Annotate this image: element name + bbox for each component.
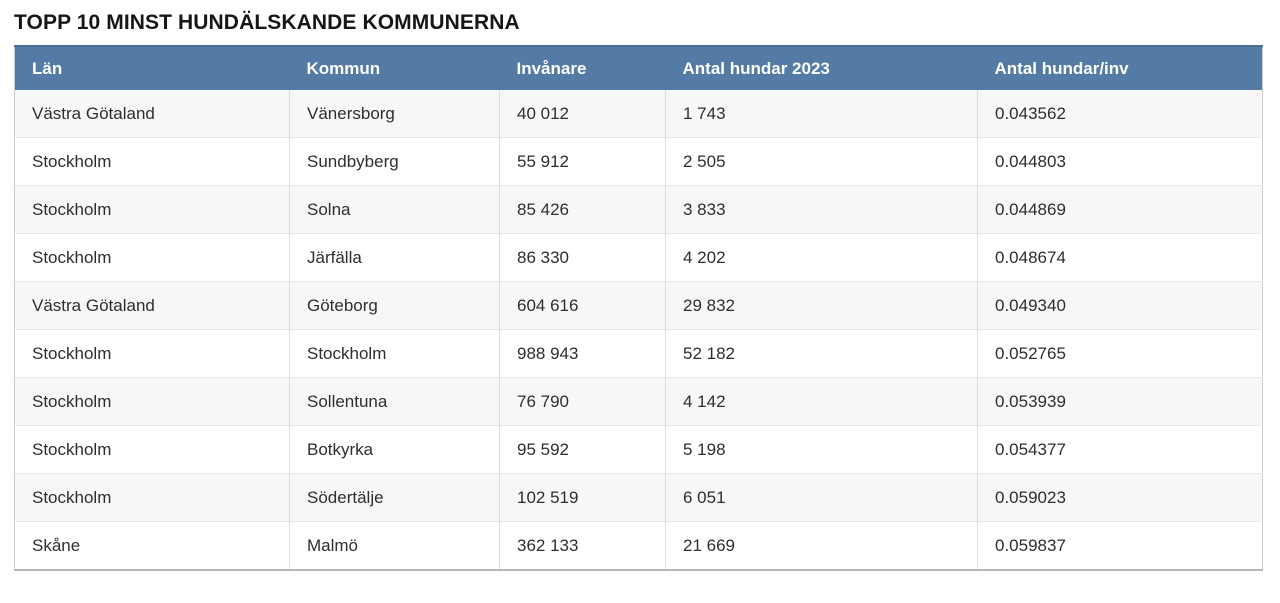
table-cell: 29 832 [665, 281, 978, 330]
table-cell: 2 505 [665, 137, 978, 186]
table-cell: 0.054377 [977, 425, 1263, 474]
table-cell: 52 182 [665, 329, 978, 378]
table-cell: 362 133 [499, 521, 666, 570]
table-cell: Sundbyberg [289, 137, 500, 186]
table-cell: 988 943 [499, 329, 666, 378]
table-cell: 5 198 [665, 425, 978, 474]
table-row: Skåne Malmö 362 133 21 669 0.059837 [14, 521, 1263, 570]
page: TOPP 10 MINST HUNDÄLSKANDE KOMMUNERNA Lä… [14, 11, 1263, 571]
table-cell: 0.049340 [977, 281, 1263, 330]
column-header-antal-hundar-inv: Antal hundar/inv [977, 45, 1263, 90]
table-cell: Solna [289, 185, 500, 234]
table-cell: 102 519 [499, 473, 666, 522]
table-body: Västra Götaland Vänersborg 40 012 1 743 0.04… [14, 90, 1263, 570]
table-row: Stockholm Järfälla 86 330 4 202 0.048674 [14, 233, 1263, 282]
table-row: Västra Götaland Göteborg 604 616 29 832 0.04… [14, 281, 1263, 330]
table-header: Län Kommun Invånare Antal hundar 2023 An… [14, 45, 1263, 90]
table-cell: 1 743 [665, 90, 978, 138]
table-cell: 0.059837 [977, 521, 1263, 570]
table-cell: Södertälje [289, 473, 500, 522]
table-cell: Stockholm [14, 377, 290, 426]
table-row: Stockholm Stockholm 988 943 52 182 0.052765 [14, 329, 1263, 378]
page-title: TOPP 10 MINST HUNDÄLSKANDE KOMMUNERNA [14, 11, 520, 34]
table-cell: Västra Götaland [14, 90, 290, 138]
table-cell: Järfälla [289, 233, 500, 282]
column-header-kommun: Kommun [289, 45, 500, 90]
table-row: Stockholm Botkyrka 95 592 5 198 0.054377 [14, 425, 1263, 474]
header-row: Län Kommun Invånare Antal hundar 2023 An… [14, 45, 1263, 90]
table-cell: Stockholm [14, 185, 290, 234]
table-cell: 0.043562 [977, 90, 1263, 138]
table-cell: Stockholm [14, 329, 290, 378]
table-cell: 55 912 [499, 137, 666, 186]
table-cell: Sollentuna [289, 377, 500, 426]
table-cell: Stockholm [14, 425, 290, 474]
table-row: Stockholm Södertälje 102 519 6 051 0.059023 [14, 473, 1263, 522]
table-cell: 76 790 [499, 377, 666, 426]
table-cell: 0.044803 [977, 137, 1263, 186]
data-table: Län Kommun Invånare Antal hundar 2023 An… [14, 45, 1263, 571]
table-cell: Skåne [14, 521, 290, 570]
table-cell: 604 616 [499, 281, 666, 330]
column-header-lan: Län [14, 45, 290, 90]
column-header-invanare: Invånare [499, 45, 666, 90]
table-cell: 4 202 [665, 233, 978, 282]
table-cell: Stockholm [14, 473, 290, 522]
table-cell: Vänersborg [289, 90, 500, 138]
table-cell: 3 833 [665, 185, 978, 234]
table-cell: 95 592 [499, 425, 666, 474]
column-header-antal-hundar-2023: Antal hundar 2023 [665, 45, 978, 90]
table-cell: 6 051 [665, 473, 978, 522]
table-row: Stockholm Sundbyberg 55 912 2 505 0.044803 [14, 137, 1263, 186]
table-row: Stockholm Sollentuna 76 790 4 142 0.053939 [14, 377, 1263, 426]
table-cell: Botkyrka [289, 425, 500, 474]
table-cell: 85 426 [499, 185, 666, 234]
table-cell: 21 669 [665, 521, 978, 570]
table-cell: 0.052765 [977, 329, 1263, 378]
table-cell: 0.044869 [977, 185, 1263, 234]
table-cell: 0.048674 [977, 233, 1263, 282]
table-cell: Stockholm [14, 233, 290, 282]
table-cell: Malmö [289, 521, 500, 570]
table-row: Stockholm Solna 85 426 3 833 0.044869 [14, 185, 1263, 234]
table-cell: 4 142 [665, 377, 978, 426]
table-cell: Stockholm [14, 137, 290, 186]
table-cell: Göteborg [289, 281, 500, 330]
table-cell: 86 330 [499, 233, 666, 282]
table-cell: 0.053939 [977, 377, 1263, 426]
table-cell: 0.059023 [977, 473, 1263, 522]
table-cell: 40 012 [499, 90, 666, 138]
table-cell: Stockholm [289, 329, 500, 378]
table-cell: Västra Götaland [14, 281, 290, 330]
table-row: Västra Götaland Vänersborg 40 012 1 743 0.04… [14, 90, 1263, 138]
